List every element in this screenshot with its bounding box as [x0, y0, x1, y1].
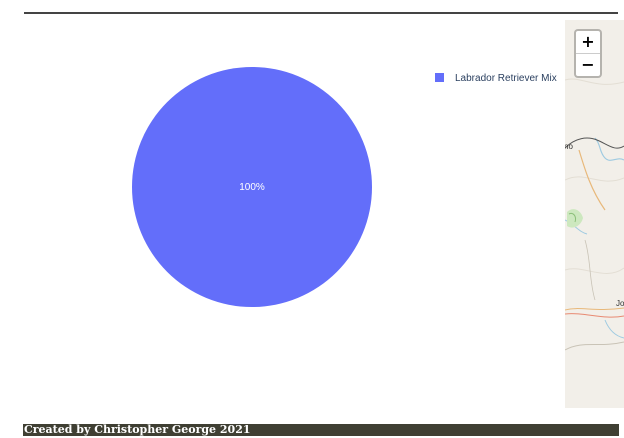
map-panel[interactable]: + − no Jo: [565, 20, 624, 408]
footer-bar: Created by Christopher George 2021: [23, 423, 619, 436]
map-tiles[interactable]: [565, 20, 624, 408]
footer-credit: Created by Christopher George 2021: [24, 423, 251, 436]
pie-chart: 100% Labrador Retriever Mix: [132, 67, 557, 307]
zoom-in-button[interactable]: +: [576, 31, 600, 54]
zoom-out-button[interactable]: −: [581, 55, 595, 74]
map-place-label: no: [565, 142, 573, 151]
zoom-control: + −: [574, 29, 602, 78]
pie-slice-label: 100%: [239, 182, 265, 193]
legend-swatch[interactable]: [435, 73, 444, 82]
legend-label[interactable]: Labrador Retriever Mix: [455, 73, 557, 84]
top-divider: [24, 12, 618, 14]
pie-slice[interactable]: [132, 67, 372, 307]
map-place-label: Jo: [616, 299, 624, 308]
